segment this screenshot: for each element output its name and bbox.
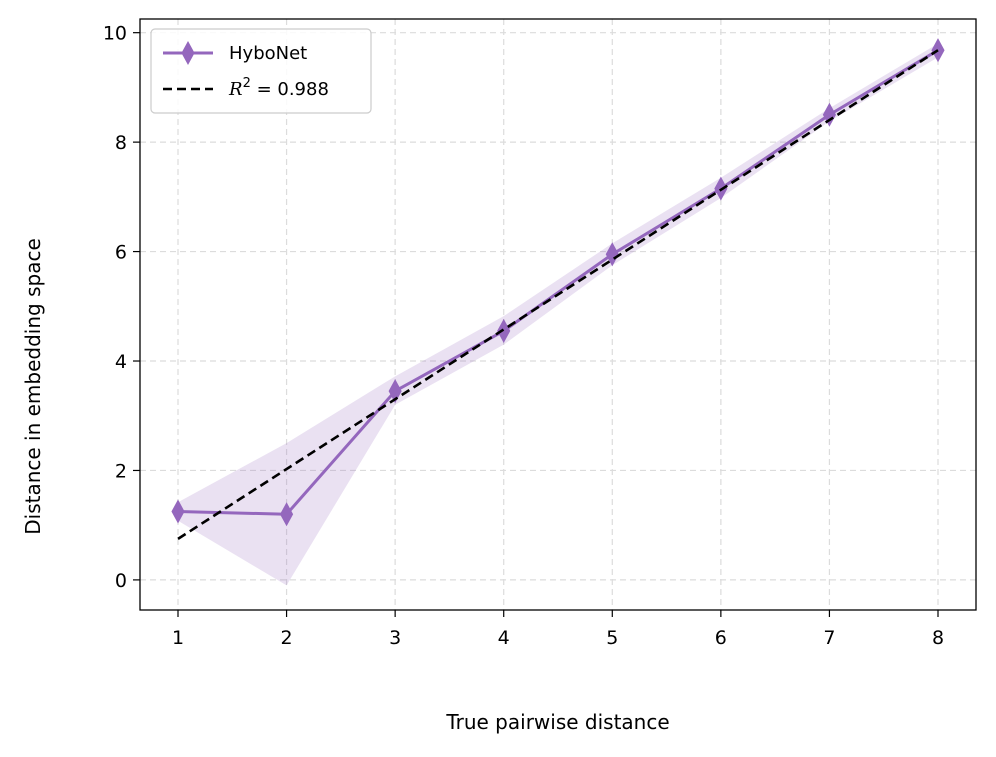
x-tick-label: 5 [606,627,618,649]
legend-label: HyboNet [229,43,307,64]
series-line [177,48,939,516]
y-tick-label: 6 [115,242,127,264]
y-axis-label: Distance in embedding space [21,238,45,535]
x-tick-label: 3 [389,627,401,649]
ticks: 1 2 3 4 5 6 7 8 0 2 4 6 8 10 [103,23,944,649]
x-tick-label: 4 [498,627,510,649]
y-tick-label: 8 [115,132,127,154]
y-tick-label: 4 [115,351,127,373]
fit-line [177,49,939,540]
y-tick-label: 2 [115,460,127,482]
x-tick-label: 2 [281,627,293,649]
legend: HyboNet R2 = 0.988 [150,28,372,114]
plot-frame [139,18,977,611]
x-tick-label: 7 [823,627,835,649]
data-point [931,38,945,63]
legend-label: R2 = 0.988 [228,76,329,100]
data-point [605,242,619,267]
x-tick-label: 8 [932,627,944,649]
legend-marker [181,40,195,66]
x-tick-label: 1 [172,627,184,649]
data-point [822,102,836,127]
legend-box [150,28,372,114]
y-tick-label: 10 [103,23,127,45]
data-point [388,379,402,404]
y-tick-label: 0 [115,570,127,592]
series [171,38,945,540]
data-point [280,502,294,527]
x-tick-label: 6 [715,627,727,649]
x-axis-label: True pairwise distance [445,710,669,734]
data-point [171,499,185,524]
